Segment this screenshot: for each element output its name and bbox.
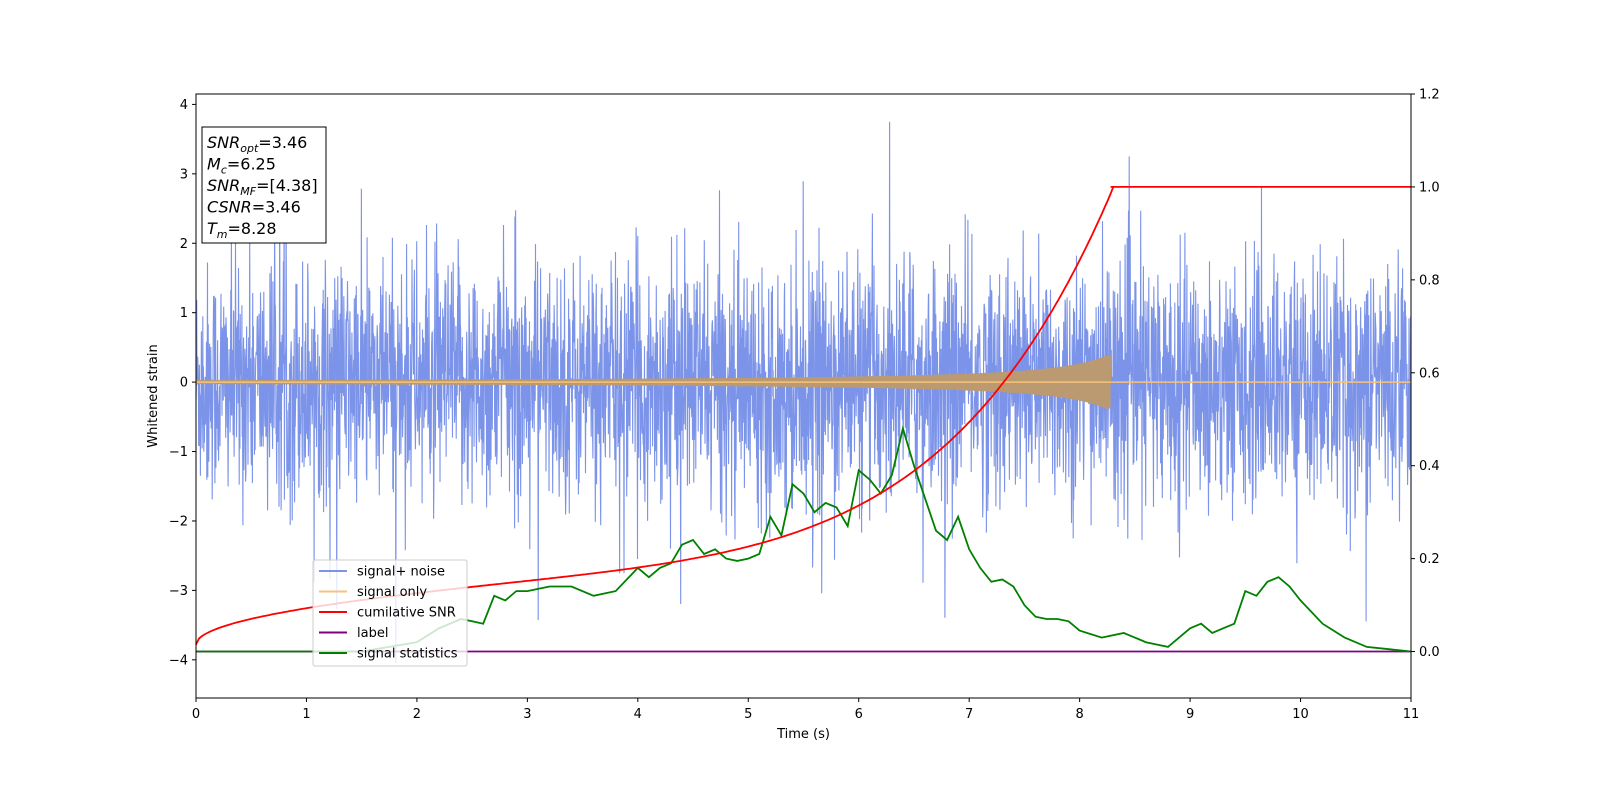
x-tick-label: 3: [523, 707, 531, 722]
x-tick-label: 1: [302, 707, 310, 722]
y-left-tick-label: 1: [180, 306, 188, 321]
y-right-tick-label: 0.6: [1419, 366, 1440, 381]
y-left-tick-label: 2: [180, 237, 188, 252]
stat-line: SNRMF=[4.38]: [207, 176, 318, 198]
y-left-tick-label: −2: [169, 514, 188, 529]
x-tick-label: 4: [634, 707, 642, 722]
y-right-tick-label: 0.8: [1419, 273, 1440, 288]
x-axis-label: Time (s): [776, 727, 830, 742]
x-tick-label: 11: [1403, 707, 1420, 722]
stat-line: Tm=8.28: [207, 219, 277, 241]
y-right-tick-label: 1.2: [1419, 88, 1440, 103]
legend-label: signal statistics: [357, 647, 458, 662]
y-right-tick-label: 0.4: [1419, 459, 1440, 474]
stat-line: CSNR=3.46: [207, 198, 301, 217]
y-left-axis-ticks: −4 −3 −2 −1 0 1 2 3 4: [169, 98, 196, 668]
y-left-tick-label: 4: [180, 98, 188, 113]
stat-line: SNRopt=3.46: [207, 133, 307, 155]
y-right-tick-label: 0.2: [1419, 552, 1440, 567]
y-left-tick-label: 0: [180, 376, 188, 391]
y-left-tick-label: −3: [169, 584, 188, 599]
x-tick-label: 5: [744, 707, 752, 722]
legend-label: signal only: [357, 585, 427, 600]
y-left-tick-label: −1: [169, 445, 188, 460]
signal-only-line: [195, 355, 1411, 409]
x-tick-label: 10: [1292, 707, 1309, 722]
stat-line: Mc=6.25: [207, 155, 276, 177]
x-tick-label: 7: [965, 707, 973, 722]
legend: signal+ noise signal only cumilative SNR la…: [312, 559, 468, 667]
legend-label: cumilative SNR: [357, 606, 456, 621]
y-right-axis-ticks: 0.0 0.2 0.4 0.6 0.8 1.0 1.2: [1411, 88, 1440, 660]
x-tick-label: 0: [192, 707, 200, 722]
x-tick-label: 2: [413, 707, 421, 722]
plot-frame: [195, 93, 1412, 699]
y-axis-label: Whitened strain: [146, 344, 161, 447]
x-tick-label: 8: [1075, 707, 1083, 722]
legend-frame: [312, 559, 468, 667]
stats-box-frame: [201, 126, 327, 244]
x-axis-ticks: 0 1 2 3 4 5 6 7 8 9 10 11: [192, 698, 1419, 722]
y-left-tick-label: 3: [180, 167, 188, 182]
legend-label: label: [357, 626, 388, 641]
legend-label: signal+ noise: [357, 565, 445, 580]
y-right-tick-label: 1.0: [1419, 180, 1440, 195]
x-tick-label: 6: [855, 707, 863, 722]
y-right-tick-label: 0.0: [1419, 645, 1440, 660]
x-tick-label: 9: [1186, 707, 1194, 722]
y-left-tick-label: −4: [169, 653, 188, 668]
